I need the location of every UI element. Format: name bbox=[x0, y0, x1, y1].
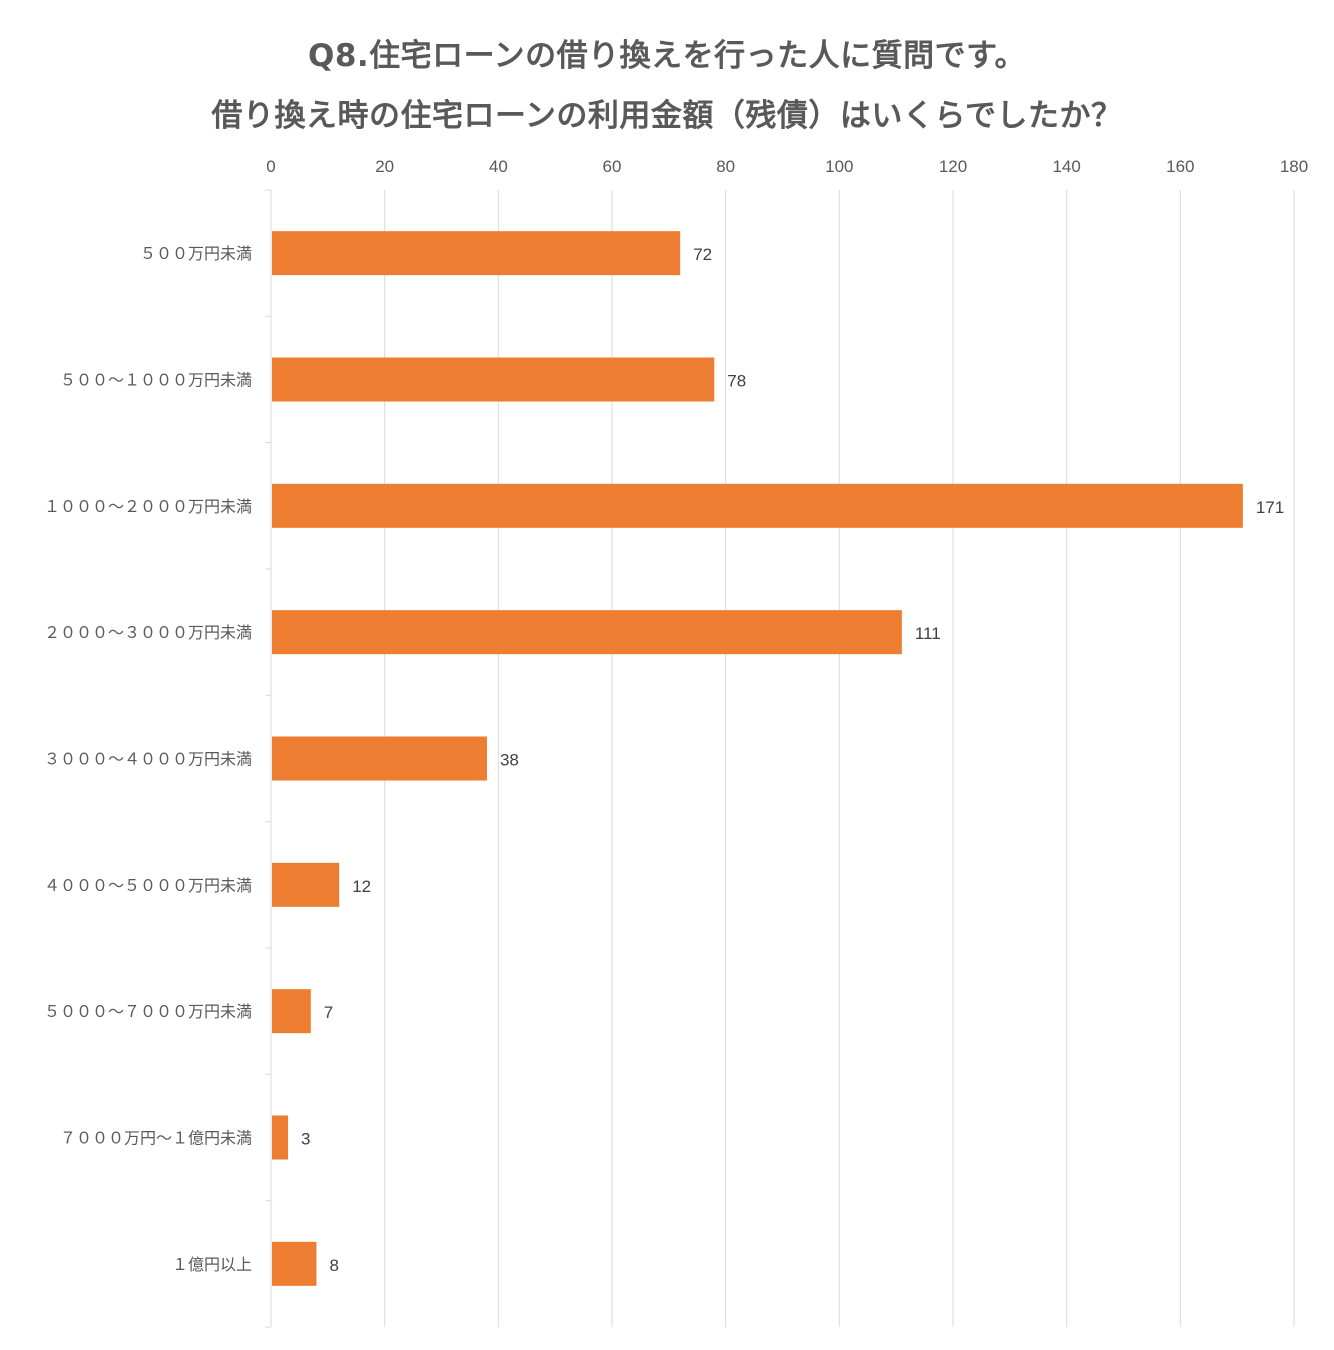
data-label: 111 bbox=[915, 624, 941, 643]
data-label: 38 bbox=[500, 751, 519, 770]
data-label: 12 bbox=[352, 877, 371, 896]
x-tick-label: 160 bbox=[1166, 157, 1194, 176]
bar bbox=[272, 357, 715, 402]
x-tick-label: 80 bbox=[716, 157, 735, 176]
category-label: ２０００～３０００万円未満 bbox=[44, 623, 252, 642]
category-label: ５０００～７０００万円未満 bbox=[44, 1002, 252, 1021]
x-tick-label: 120 bbox=[939, 157, 967, 176]
bar bbox=[272, 862, 340, 907]
category-label: ４０００～５０００万円未満 bbox=[44, 876, 252, 895]
category-label: ７０００万円～１億円未満 bbox=[60, 1129, 252, 1148]
x-tick-label: 140 bbox=[1052, 157, 1080, 176]
x-tick-label: 40 bbox=[489, 157, 508, 176]
chart-title-line-1: Q8.住宅ローンの借り換えを行った人に質問です。 bbox=[307, 38, 1027, 74]
x-tick-label: 180 bbox=[1280, 157, 1308, 176]
data-label: 72 bbox=[693, 245, 712, 264]
x-tick-label: 20 bbox=[375, 157, 394, 176]
category-label: ５００万円未満 bbox=[140, 244, 252, 263]
x-tick-label: 60 bbox=[603, 157, 622, 176]
bar bbox=[272, 1241, 317, 1286]
data-label: 78 bbox=[727, 372, 746, 391]
bar bbox=[272, 483, 1243, 528]
bar bbox=[272, 736, 487, 781]
data-label: 171 bbox=[1256, 498, 1284, 517]
category-label: ５００～１０００万円未満 bbox=[60, 371, 252, 390]
data-label: 8 bbox=[329, 1256, 338, 1275]
bar bbox=[272, 231, 681, 276]
bar bbox=[272, 1115, 289, 1160]
data-label: 7 bbox=[324, 1003, 333, 1022]
category-label: １０００～２０００万円未満 bbox=[44, 497, 252, 516]
category-label: ３０００～４０００万円未満 bbox=[44, 750, 252, 769]
chart-title-line-2: 借り換え時の住宅ローンの利用金額（残債）はいくらでしたか？ bbox=[211, 98, 1123, 134]
x-tick-label: 0 bbox=[266, 157, 275, 176]
category-label: １億円以上 bbox=[172, 1255, 252, 1274]
bar bbox=[272, 610, 902, 655]
data-label: 3 bbox=[301, 1130, 310, 1149]
bar bbox=[272, 989, 311, 1034]
x-tick-label: 100 bbox=[825, 157, 853, 176]
